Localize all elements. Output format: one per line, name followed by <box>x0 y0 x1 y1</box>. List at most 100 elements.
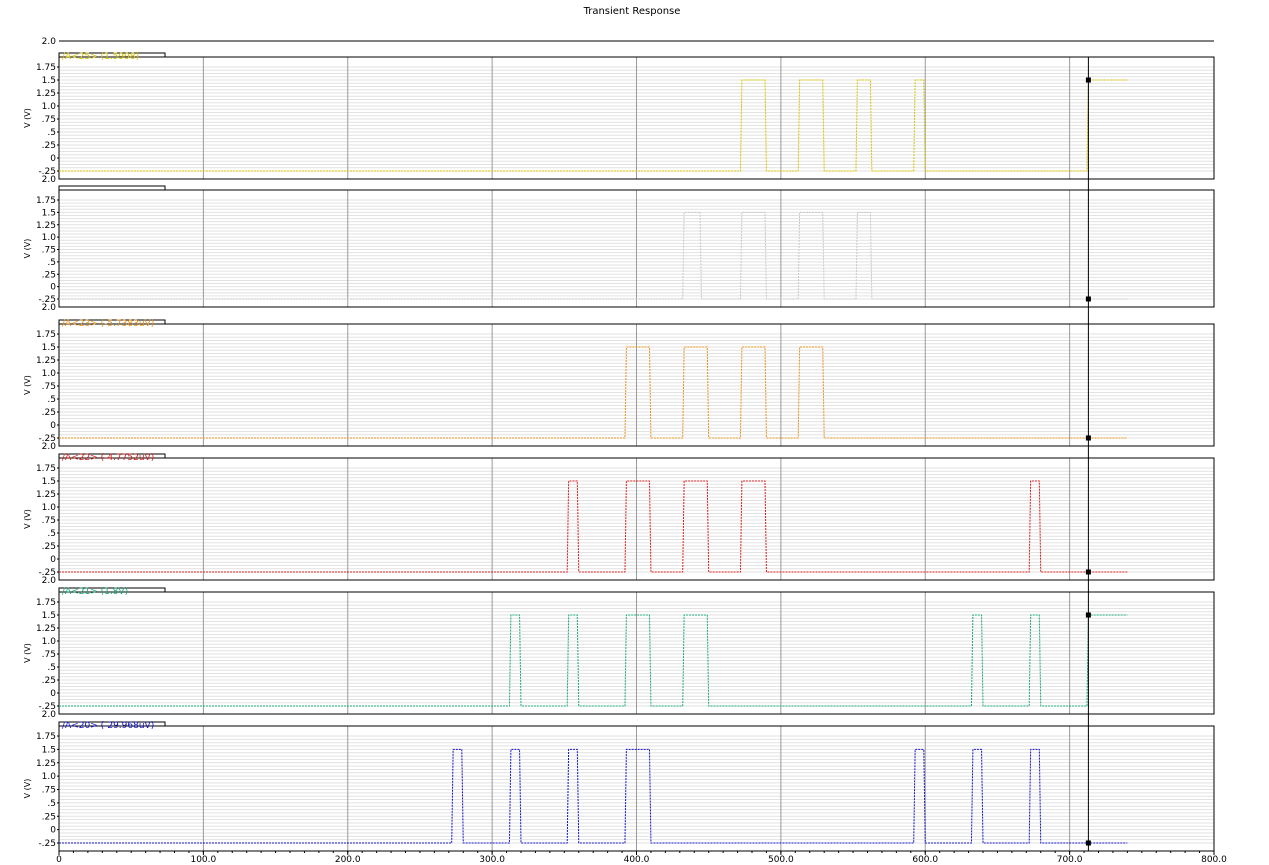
x-tick-label: 600.0 <box>912 855 938 865</box>
panel-2: -.25 0 .25 .5 .75 1.0 1.25 1.5 1.75 V (V) <box>23 185 1215 308</box>
panel-3: -.25 0 .25 .5 .75 1.0 1.25 1.5 1.75 V (V) /A<23> (… <box>23 319 1215 447</box>
y-tick-label: 1.0 <box>42 637 57 647</box>
x-tick-label: 100.0 <box>190 855 216 865</box>
series-line-2 <box>59 211 1128 300</box>
y-tick-label: 1.75 <box>36 196 56 206</box>
y-tick-label: 1.5 <box>42 477 56 487</box>
y-tick-label: .25 <box>42 408 56 418</box>
y-axis-label: V (V) <box>23 375 32 395</box>
y-tick-label: .25 <box>42 270 56 280</box>
y-tick-label: 0 <box>50 826 56 836</box>
panel-frame <box>58 457 1215 581</box>
y-tick-label: 1.5 <box>42 343 56 353</box>
y-tick-label-top: 2.0 <box>42 442 57 452</box>
y-tick-label-top: 2.0 <box>42 303 57 313</box>
legend-tab <box>58 319 166 324</box>
y-tick-label: -.25 <box>38 839 56 849</box>
y-tick-label: 1.75 <box>36 598 56 608</box>
series-readout: /A<20> (-29.968uV) <box>62 721 154 731</box>
legend-tab <box>58 185 166 190</box>
y-tick-label: 1.25 <box>36 490 56 500</box>
series-line-1 <box>59 79 1128 172</box>
y-tick-label: 1.5 <box>42 611 56 621</box>
y-tick-label: -.25 <box>38 434 56 444</box>
y-tick-label: .5 <box>47 395 56 405</box>
y-axis-label: V (V) <box>23 779 32 799</box>
y-tick-label: 1.5 <box>42 745 56 755</box>
y-tick-label: 1.5 <box>42 208 56 218</box>
series-readout: /A<22> (-4.7752uV) <box>62 453 154 463</box>
y-tick-label: 1.0 <box>42 503 57 513</box>
y-tick-label: -.25 <box>38 568 56 578</box>
y-tick-label: .75 <box>42 382 56 392</box>
panel-6: -.25 0 .25 .5 .75 1.0 1.25 1.5 1.75 V (V) /A<20> (… <box>23 721 1215 852</box>
y-axis-label: V (V) <box>23 239 32 259</box>
chart-title: Transient Response <box>583 6 681 17</box>
y-tick-label: 1.25 <box>36 221 56 231</box>
y-tick-label: 1.0 <box>42 233 57 243</box>
y-tick-label: 1.75 <box>36 464 56 474</box>
x-tick-label: 200.0 <box>335 855 361 865</box>
y-tick-label: -.25 <box>38 167 56 177</box>
y-tick-label: .25 <box>42 141 56 151</box>
y-tick-label: .75 <box>42 246 56 256</box>
panel-frame <box>58 56 1215 180</box>
x-tick-label: 500.0 <box>768 855 794 865</box>
y-tick-label: 0 <box>50 283 56 293</box>
y-tick-label: -.25 <box>38 702 56 712</box>
legend-tab <box>58 453 166 458</box>
series-line-4 <box>59 480 1128 573</box>
x-tick-label: 0 <box>56 855 62 865</box>
panel-frame <box>58 591 1215 715</box>
y-tick-label: 1.75 <box>36 330 56 340</box>
series-readout: /A<21> (1.8V) <box>62 587 128 597</box>
y-tick-label: -.25 <box>38 295 56 305</box>
y-tick-label: 1.75 <box>36 63 56 73</box>
panel-5: -.25 0 .25 .5 .75 1.0 1.25 1.5 1.75 V (V) /A<21> (… <box>23 587 1215 715</box>
y-tick-label: 0 <box>50 689 56 699</box>
y-axis-label: V (V) <box>23 509 32 529</box>
legend-tab <box>58 587 166 592</box>
y-tick-label: .75 <box>42 786 56 796</box>
y-tick-label: 1.0 <box>42 369 57 379</box>
y-axis-label: V (V) <box>23 108 32 128</box>
y-tick-label: 1.75 <box>36 732 56 742</box>
x-tick-label: 400.0 <box>624 855 650 865</box>
y-tick-label-top: 2.0 <box>42 37 57 47</box>
y-tick-label: 1.0 <box>42 102 57 112</box>
y-tick-label: 1.25 <box>36 624 56 634</box>
x-tick-label: 300.0 <box>479 855 505 865</box>
y-tick-label: .25 <box>42 676 56 686</box>
y-tick-label-top: 2.0 <box>42 576 57 586</box>
y-tick-label: 0 <box>50 421 56 431</box>
y-tick-label: .25 <box>42 812 56 822</box>
y-tick-label: .5 <box>47 128 56 138</box>
y-axis-label: V (V) <box>23 643 32 663</box>
y-tick-label: .25 <box>42 542 56 552</box>
y-tick-label: .5 <box>47 529 56 539</box>
panel-frame <box>58 189 1215 308</box>
y-tick-label: .5 <box>47 663 56 673</box>
y-tick-label: 0 <box>50 555 56 565</box>
series-line-5 <box>59 614 1128 707</box>
y-tick-label: 1.25 <box>36 759 56 769</box>
y-tick-label: 0 <box>50 154 56 164</box>
series-line-6 <box>59 748 1128 844</box>
x-tick-label: 800.0 <box>1201 855 1227 865</box>
y-tick-label: 1.25 <box>36 89 56 99</box>
x-tick-label: 700.0 <box>1057 855 1083 865</box>
y-tick-label: .75 <box>42 650 56 660</box>
panel-frame <box>58 323 1215 447</box>
y-tick-label: 1.25 <box>36 356 56 366</box>
series-readout: /A<23> (-5.7383uV) <box>62 319 154 329</box>
panel-4: -.25 0 .25 .5 .75 1.0 1.25 1.5 1.75 V (V) /A<22> (… <box>23 453 1215 581</box>
y-tick-label: .5 <box>47 799 56 809</box>
series-readout: /A<25> (1.5998) <box>62 52 139 62</box>
y-tick-label: 1.5 <box>42 76 56 86</box>
y-tick-label: 1.0 <box>42 772 57 782</box>
panel-1: -.25 0 .25 .5 .75 1.0 1.25 1.5 1.75 V (V) /A<25> (… <box>23 52 1215 180</box>
y-tick-label: .75 <box>42 115 56 125</box>
series-line-3 <box>59 346 1128 439</box>
y-tick-label-top: 2.0 <box>42 175 57 185</box>
